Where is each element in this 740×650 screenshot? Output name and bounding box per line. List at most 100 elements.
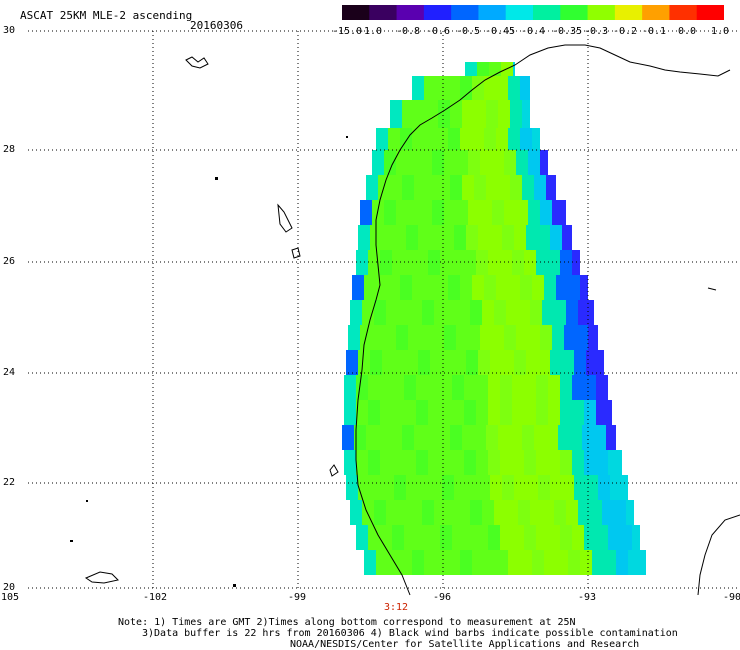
swath-cell [442,350,454,375]
swath-cell [500,375,512,400]
swath-cell [366,175,378,200]
swath-cell [546,425,558,450]
swath-cell [422,500,434,525]
swath-cell [360,200,372,225]
swath-cell [414,100,426,128]
swath-cell [382,225,394,250]
swath-cell [520,275,532,300]
lat-tick-label: 24 [3,367,16,378]
swath-cell [510,100,522,128]
swath-cell [466,225,478,250]
swath-cell [456,150,468,175]
swath-cell [358,350,370,375]
swath-cell [468,325,480,350]
swath-cell [476,525,488,550]
swath-cell [430,225,442,250]
swath-cell [352,275,364,300]
swath-cell [598,350,604,375]
lon-tick-label: -102 [143,592,168,603]
swath-cell [526,350,538,375]
swath-cell [488,375,500,400]
swath-cell [402,175,414,200]
swath-cell [384,200,396,225]
lat-tick-label: 28 [3,144,16,155]
swath-cell [356,400,368,425]
swath-cell [380,525,392,550]
swath-cell [562,475,574,500]
swath-cell [416,525,428,550]
swath-cell [512,400,524,425]
swath-cell [494,500,506,525]
swath-cell [552,325,564,350]
swath-cell [608,450,620,475]
swath-cell [460,128,472,150]
swath-cell [572,450,584,475]
swath-cell [462,425,474,450]
swath-cell [568,550,580,575]
swath-cell [460,275,472,300]
swath-cell [350,500,362,525]
swath-cell [496,275,508,300]
swath-cell [492,200,504,225]
swath-cell [466,350,478,375]
swath-cell [412,275,424,300]
ascat-swath [342,62,646,575]
swath-cell [400,128,412,150]
swath-cell [466,475,478,500]
swath-cell [524,450,536,475]
swath-cell [368,525,380,550]
swath-cell [540,200,552,225]
swath-cell [474,175,486,200]
swath-cell [402,425,414,450]
swath-cell [464,400,476,425]
swath-cell [460,76,472,100]
swath-cell [394,225,406,250]
swath-cell [520,76,530,100]
swath-cell [522,425,534,450]
swath-cell [496,128,508,150]
colorbar-segment [614,5,643,20]
swath-cell [474,100,486,128]
colorbar [342,5,724,20]
swath-cell [538,350,550,375]
swath-cell [592,550,604,575]
swath-cell [470,300,482,325]
swath-cell [380,250,392,275]
swath-cell [564,200,566,225]
swath-cell [434,500,446,525]
swath-cell [504,150,516,175]
swath-cell [440,375,452,400]
swath-cell [424,128,436,150]
swath-cell [454,475,466,500]
swath-cell [476,375,488,400]
swath-cell [452,375,464,400]
swath-cell [502,475,514,500]
swath-cell [356,450,368,475]
lon-tick-label: -99 [288,592,307,603]
swath-cell [504,200,516,225]
swath-cell [524,250,536,275]
swath-cell [488,250,500,275]
coastline [84,44,740,596]
colorbar-segment [369,5,398,20]
swath-cell [536,400,548,425]
swath-cell [416,375,428,400]
swath-cell [414,175,426,200]
swath-cell [542,500,554,525]
swath-cell [532,128,540,150]
swath-cell [512,450,524,475]
swath-cell [386,300,398,325]
swath-cell [512,525,524,550]
swath-cell [462,175,474,200]
swath-cell [434,300,446,325]
swath-cell [452,450,464,475]
swath-cell [428,400,440,425]
swath-cell [412,550,424,575]
map-title: ASCAT 25KM MLE-2 ascending [20,9,193,22]
swath-cell [602,500,614,525]
swath-cell [580,275,588,300]
colorbar-segment [396,5,425,20]
swath-cell [477,62,489,76]
swath-cell [362,300,374,325]
swath-cell [520,128,532,150]
